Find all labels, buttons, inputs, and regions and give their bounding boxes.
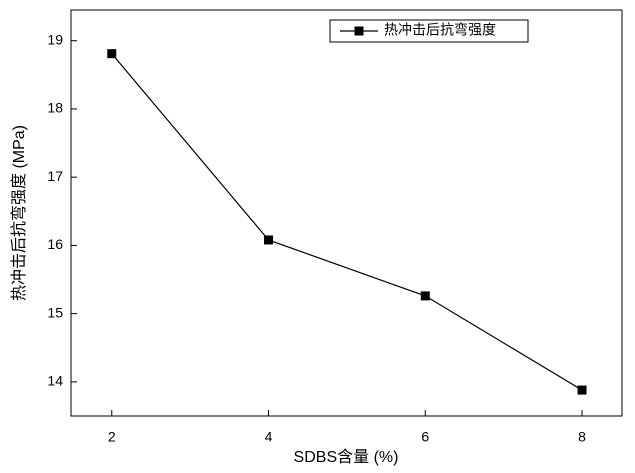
- marker: [264, 235, 274, 245]
- legend-marker: [354, 26, 364, 36]
- y-axis-title: 热冲击后抗弯强度 (MPa): [10, 125, 28, 301]
- y-tick-label: 14: [47, 373, 63, 389]
- x-axis-title: SDBS含量 (%): [294, 448, 399, 466]
- legend-box: [329, 19, 529, 43]
- y-tick-label: 19: [47, 31, 63, 47]
- series-line: [111, 53, 583, 391]
- y-tick-label: 18: [47, 100, 63, 116]
- x-tick-label: 4: [265, 429, 273, 445]
- y-tick-label: 17: [47, 168, 63, 184]
- y-tick-label: 16: [47, 236, 63, 252]
- y-tick-label: 15: [47, 304, 63, 320]
- legend-label: 热冲击后抗弯强度: [384, 22, 496, 38]
- marker: [577, 385, 587, 395]
- x-tick-label: 6: [421, 429, 429, 445]
- x-tick-label: 8: [578, 429, 586, 445]
- marker: [420, 291, 430, 301]
- plot-frame: [70, 9, 623, 417]
- marker: [107, 49, 117, 59]
- x-tick-label: 2: [108, 429, 116, 445]
